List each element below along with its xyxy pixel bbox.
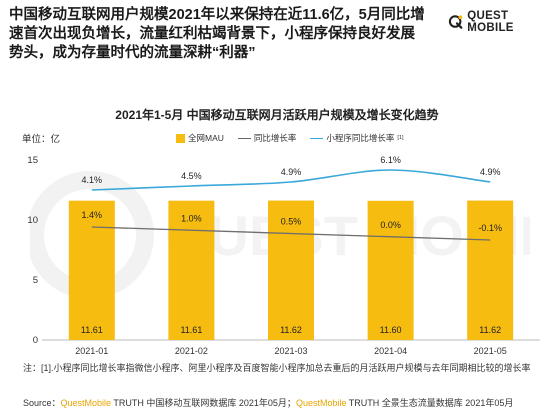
mini-value-label: 4.1% [82,175,103,185]
footnote: 注：[1].小程序同比增长率指微信小程序、阿里小程序及百度智能小程序加总去重后的… [23,363,531,373]
legend-item-mau: 全网MAU [176,132,224,144]
source-brand-2: QuestMobile [295,398,347,408]
legend-item-mini: 小程序同比增长率 [1] [310,132,404,144]
legend: 全网MAU 同比增长率 小程序同比增长率 [1] [176,132,404,144]
line-yoy [91,226,491,241]
brand-logo: QUEST MOBILE [448,10,554,34]
x-tick-label: 2021-01 [75,346,108,356]
x-tick-label: 2021-05 [474,346,507,356]
x-tick-label: 2021-02 [175,346,208,356]
source-brand-1: QuestMobile [60,398,112,408]
yoy-value-label: 0.0% [380,220,401,230]
x-tick-label: 2021-04 [374,346,407,356]
bar-mau [467,200,514,340]
source-text-1: TRUTH 中国移动互联网数据库 2021年05月； [111,398,296,408]
legend-swatch-yoy [237,137,251,139]
mini-value-label: 4.9% [281,167,302,177]
source-line: Source：QuestMobile TRUTH 中国移动互联网数据库 2021… [23,396,513,409]
mini-value-label: 4.5% [181,171,202,181]
yoy-value-label: 0.5% [281,217,302,227]
brand-name: QUEST MOBILE [467,10,514,34]
legend-swatch-bar [176,133,185,143]
headline: 中国移动互联网用户规模2021年以来保持在近11.6亿，5月同比增速首次出现负增… [9,7,425,61]
bar-value-label: 11.60 [380,325,402,335]
bar-mau [68,200,115,340]
x-tick-label: 2021-03 [274,346,307,356]
bar-mau [168,200,215,340]
chart-title: 2021年1-5月 中国移动互联网月活跃用户规模及增长变化趋势 [115,108,439,122]
bar-value-label: 11.62 [280,325,302,335]
q-mark-icon [448,15,463,29]
mini-value-label: 6.1% [380,155,401,165]
bar-value-label: 11.61 [81,325,103,335]
unit-label: 单位：亿 [22,134,61,145]
y-tick-label: 5 [33,275,38,286]
bar-value-label: 11.61 [180,325,202,335]
yoy-value-label: -0.1% [478,223,502,233]
legend-label-mini: 小程序同比增长率 [326,133,395,143]
legend-label-yoy: 同比增长率 [253,133,297,143]
yoy-value-label: 1.4% [82,210,103,220]
legend-swatch-mini [310,137,324,139]
line-mini-program [91,169,491,191]
y-tick-label: 0 [33,335,38,346]
y-tick-label: 15 [27,155,38,166]
y-tick-label: 10 [27,215,38,226]
source-prefix: Source： [23,398,61,408]
source-text-2: TRUTH 全景生态流量数据库 2021年05月 [346,398,514,408]
yoy-value-label: 1.0% [181,213,202,223]
mini-value-label: 4.9% [480,167,501,177]
bar-value-label: 11.62 [479,325,501,335]
bar-mau [367,200,414,340]
legend-item-yoy: 同比增长率 [237,132,297,144]
legend-label-mau: 全网MAU [188,133,224,143]
legend-note-mark: [1] [397,135,404,141]
bar-mau [268,200,314,340]
